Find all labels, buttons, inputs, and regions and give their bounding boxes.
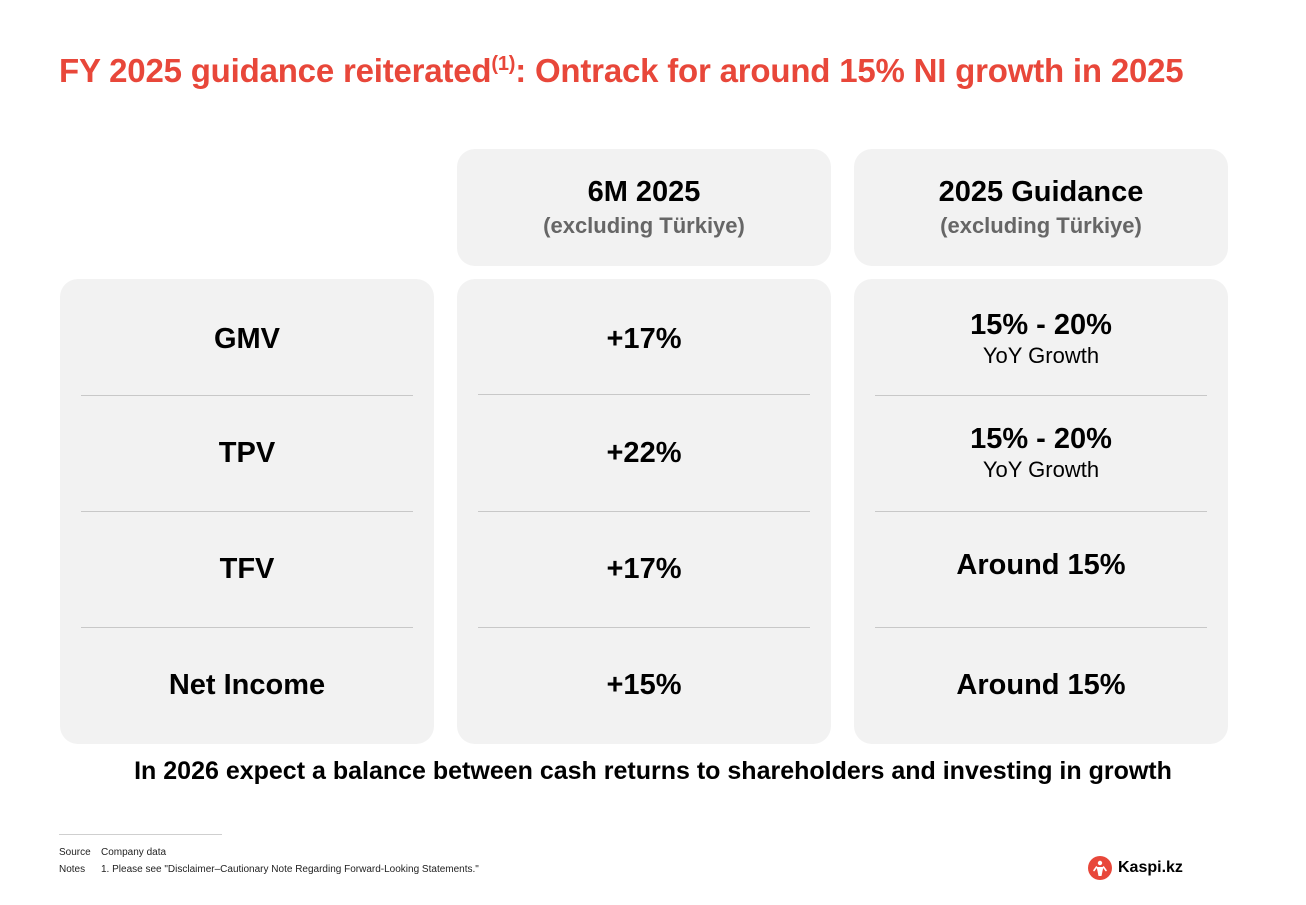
footer-notes: Notes 1. Please see "Disclaimer–Cautiona… [59, 864, 479, 875]
divider [875, 395, 1207, 396]
guidance-cell-tpv: 15% - 20% YoY Growth [970, 423, 1112, 482]
divider [875, 511, 1207, 512]
metric-cell-tpv: TPV [218, 437, 276, 469]
guidance-column: 15% - 20% YoY Growth 15% - 20% YoY Growt… [854, 279, 1228, 744]
source-text: Company data [101, 847, 167, 858]
notes-text: 1. Please see "Disclaimer–Cautionary Not… [101, 864, 479, 875]
source-label: Source [59, 847, 91, 858]
notes-label: Notes [59, 864, 86, 875]
divider [81, 627, 413, 628]
kaspi-logo-icon [1088, 856, 1112, 880]
metric-cell-tfv: TFV [219, 553, 275, 585]
divider [875, 627, 1207, 628]
divider [81, 395, 413, 396]
guidance-cell-net-income: Around 15% [956, 669, 1126, 701]
actual-cell-gmv: +17% [606, 323, 682, 355]
footer-rule [59, 834, 222, 835]
guidance-cell-gmv: 15% - 20% YoY Growth [970, 309, 1112, 368]
actual-cell-net-income: +15% [606, 669, 682, 701]
actual-cell-tfv: +17% [606, 553, 682, 585]
metric-column: GMV TPV TFV Net Income [60, 279, 434, 744]
page-title: FY 2025 guidance reiterated(1): Ontrack … [59, 52, 1184, 89]
header-2025-guidance-subtitle: (excluding Türkiye) [940, 212, 1142, 238]
metric-cell-net-income: Net Income [168, 669, 326, 701]
divider [478, 394, 810, 395]
divider [478, 627, 810, 628]
header-6m-2025: 6M 2025 (excluding Türkiye) [457, 149, 831, 266]
header-6m-2025-subtitle: (excluding Türkiye) [543, 212, 745, 238]
header-2025-guidance-title: 2025 Guidance [938, 175, 1144, 208]
kaspi-logo: Kaspi.kz [1088, 856, 1183, 880]
header-6m-2025-title: 6M 2025 [587, 175, 701, 208]
header-2025-guidance: 2025 Guidance (excluding Türkiye) [854, 149, 1228, 266]
outlook-statement: In 2026 expect a balance between cash re… [134, 757, 1172, 785]
divider [478, 511, 810, 512]
footer-source: Source Company data [59, 847, 166, 858]
actual-cell-tpv: +22% [606, 437, 682, 469]
actual-column: +17% +22% +17% +15% [457, 279, 831, 744]
metric-cell-gmv: GMV [213, 323, 281, 355]
kaspi-logo-text: Kaspi.kz [1118, 859, 1183, 876]
footnote-marker: (1) [491, 53, 516, 75]
divider [81, 511, 413, 512]
guidance-cell-tfv: Around 15% [956, 549, 1126, 581]
